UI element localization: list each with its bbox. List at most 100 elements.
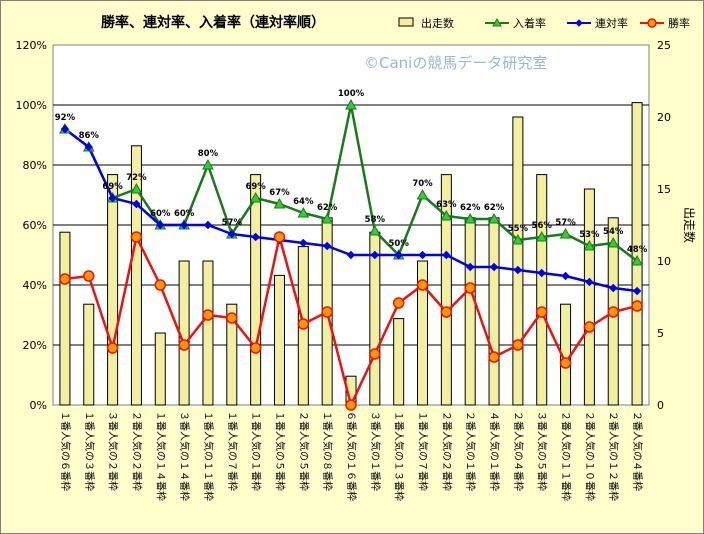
- bar: [417, 260, 429, 406]
- x-tick-label: ３番人気の１番枠: [369, 411, 382, 491]
- point-marker: [631, 254, 643, 266]
- point-marker: [488, 212, 500, 224]
- x-tick-label: １番人気の１３番枠: [393, 411, 406, 501]
- x-tick-label: ６番人気の１６番枠: [345, 411, 358, 501]
- y-right-tick-label: 5: [657, 327, 664, 340]
- legend-marker: [647, 18, 657, 28]
- x-tick-label: ２番人気の１１番枠: [560, 411, 573, 501]
- point-marker: [609, 283, 618, 293]
- point-marker: [299, 238, 308, 248]
- x-tick-label: ３番人気の５番枠: [536, 411, 549, 491]
- point-marker: [321, 212, 334, 224]
- point-marker: [227, 229, 237, 239]
- point-marker: [273, 197, 286, 209]
- point-marker: [321, 306, 333, 318]
- data-label: 67%: [269, 188, 290, 198]
- bar: [202, 260, 214, 406]
- y-left-tick-label: 20%: [23, 339, 47, 352]
- bar: [250, 174, 262, 406]
- legend-label: 連対率: [595, 16, 628, 30]
- point-marker: [297, 206, 310, 218]
- point-marker: [583, 239, 596, 251]
- data-label: 55%: [508, 224, 529, 234]
- x-tick-label: ２番人気の２番枠: [440, 411, 453, 491]
- point-marker: [130, 231, 143, 243]
- y-left-tick-label: 0%: [30, 399, 47, 412]
- point-marker: [394, 250, 403, 260]
- x-tick-label: １番人気の５番枠: [273, 411, 286, 491]
- y-left-tick-label: 60%: [23, 219, 47, 232]
- point-marker: [369, 348, 381, 360]
- y-left-tick-label: 120%: [16, 39, 47, 52]
- x-tick-label: １番人気の８番枠: [321, 411, 334, 491]
- point-marker: [465, 262, 475, 272]
- point-marker: [60, 124, 70, 134]
- x-tick-label: １番人気の１１番枠: [202, 411, 215, 501]
- point-marker: [464, 282, 476, 294]
- point-marker: [559, 227, 572, 239]
- data-label: 53%: [579, 230, 600, 240]
- point-marker: [535, 230, 548, 242]
- legend-marker: [575, 19, 583, 27]
- point-marker: [464, 212, 477, 224]
- bar: [583, 188, 595, 406]
- point-marker: [83, 270, 95, 282]
- x-tick-label: ２番人気の１０番枠: [583, 411, 596, 501]
- data-label: 62%: [484, 203, 505, 213]
- point-marker: [249, 342, 262, 354]
- point-marker: [108, 193, 117, 203]
- data-label: 72%: [126, 173, 147, 183]
- bar: [107, 174, 119, 406]
- point-marker: [631, 300, 643, 312]
- legend-label: 出走数: [421, 16, 454, 30]
- point-marker: [178, 339, 190, 351]
- data-label: 50%: [389, 239, 410, 249]
- point-marker: [130, 182, 143, 194]
- x-tick-label: １番人気の３番枠: [83, 411, 96, 491]
- legend-marker: [492, 17, 502, 27]
- x-tick-label: １番人気の１番枠: [250, 411, 263, 491]
- y-left-tick-label: 80%: [23, 159, 47, 172]
- x-tick-label: ４番人気の１番枠: [488, 411, 501, 491]
- point-marker: [607, 236, 620, 248]
- data-label: 62%: [317, 203, 338, 213]
- data-label: 86%: [79, 131, 100, 141]
- x-tick-label: ２番人気の５番枠: [297, 411, 310, 491]
- point-marker: [179, 220, 189, 230]
- point-marker: [535, 306, 548, 318]
- y-right-tick-label: 0: [657, 399, 664, 412]
- right-axis-title: 出走数: [682, 207, 697, 243]
- chart-title: 勝率、連対率、入着率（連対率順）: [101, 14, 325, 31]
- point-marker: [442, 250, 451, 260]
- bar: [130, 145, 142, 406]
- point-marker: [106, 342, 119, 354]
- legend-label: 勝率: [668, 16, 690, 30]
- point-marker: [632, 286, 642, 296]
- bar: [226, 303, 238, 406]
- bar: [59, 231, 71, 406]
- y-left-tick-label: 40%: [23, 279, 47, 292]
- y-left-tick-label: 100%: [16, 99, 47, 112]
- bar: [154, 332, 166, 406]
- bar: [83, 303, 95, 406]
- point-marker: [249, 191, 262, 203]
- data-label: 69%: [102, 182, 123, 192]
- point-marker: [561, 271, 570, 281]
- bar: [393, 318, 405, 406]
- x-tick-label: ２番人気の１２番枠: [607, 411, 620, 501]
- data-label: 58%: [365, 215, 386, 225]
- data-label: 54%: [603, 227, 624, 237]
- y-right-tick-label: 15: [657, 183, 671, 196]
- point-marker: [585, 277, 594, 287]
- point-marker: [512, 233, 524, 245]
- point-marker: [488, 351, 500, 363]
- point-marker: [346, 250, 356, 260]
- data-label: 70%: [412, 179, 433, 189]
- point-marker: [322, 241, 332, 251]
- point-marker: [156, 220, 165, 230]
- point-marker: [226, 312, 238, 324]
- data-label: 57%: [555, 218, 576, 228]
- data-label: 80%: [198, 149, 219, 159]
- legend-swatch: [398, 17, 414, 27]
